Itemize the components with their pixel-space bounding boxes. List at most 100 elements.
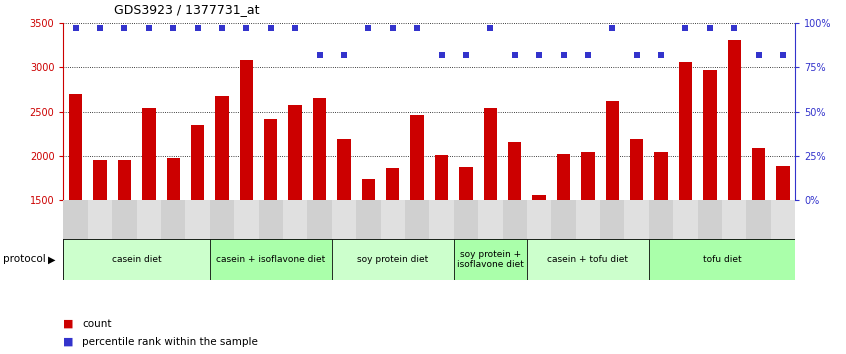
Bar [259,200,283,262]
Bar [673,200,698,262]
Bar [698,200,722,262]
Text: ▶: ▶ [48,254,56,264]
Bar [259,200,283,202]
Text: tofu diet: tofu diet [703,255,741,264]
Bar [722,200,746,202]
Bar [161,200,185,262]
Bar [63,239,210,280]
Bar [210,200,234,262]
Text: count: count [82,319,112,329]
Bar [63,200,88,262]
Bar [459,167,473,200]
Text: protocol: protocol [3,254,46,264]
Bar [234,200,259,202]
Bar [429,200,453,202]
Bar [746,200,771,262]
Bar [386,168,399,200]
Bar [69,94,82,200]
Bar [746,200,771,202]
Bar [167,159,180,200]
Bar [381,200,405,202]
Bar [606,101,619,200]
Bar [405,200,429,262]
Bar [777,166,790,200]
Bar [575,200,600,262]
Bar [136,200,161,202]
Bar [113,200,136,202]
Bar [288,105,302,200]
Bar [88,200,113,262]
Bar [771,200,795,262]
Bar [332,200,356,202]
Text: soy protein +
isoflavone diet: soy protein + isoflavone diet [457,250,524,269]
Bar [161,200,185,202]
Bar [698,200,722,202]
Bar [503,200,527,262]
Bar [654,152,667,200]
Bar [752,148,766,200]
Bar [552,200,575,202]
Bar [113,200,136,262]
Bar [283,200,307,262]
Bar [332,239,453,280]
Bar [307,200,332,262]
Bar [527,200,552,202]
Bar [93,160,107,200]
Bar [527,200,552,262]
Bar [453,200,478,202]
Bar [703,70,717,200]
Bar [191,125,205,200]
Bar [575,200,600,202]
Bar [118,160,131,200]
Bar [503,200,527,202]
Bar [410,115,424,200]
Bar [581,152,595,200]
Bar [678,62,692,200]
Bar [478,200,503,262]
Bar [405,200,429,202]
Bar [338,139,351,200]
Bar [185,200,210,202]
Bar [239,60,253,200]
Bar [381,200,405,262]
Text: soy protein diet: soy protein diet [357,255,428,264]
Text: casein + tofu diet: casein + tofu diet [547,255,629,264]
Text: casein diet: casein diet [112,255,162,264]
Bar [673,200,698,202]
Bar [356,200,381,202]
Bar [557,154,570,200]
Bar [532,195,546,200]
Bar [527,239,649,280]
Bar [210,200,234,202]
Bar [478,200,503,202]
Bar [600,200,624,262]
Bar [630,139,644,200]
Bar [484,108,497,200]
Bar [435,155,448,200]
Bar [722,200,746,262]
Bar [234,200,259,262]
Bar [649,239,795,280]
Bar [356,200,381,262]
Bar [215,96,228,200]
Bar [63,200,88,202]
Bar [88,200,113,202]
Bar [185,200,210,262]
Bar [649,200,673,202]
Text: casein + isoflavone diet: casein + isoflavone diet [217,255,326,264]
Text: GDS3923 / 1377731_at: GDS3923 / 1377731_at [114,3,260,16]
Bar [508,142,521,200]
Bar [361,179,375,200]
Bar [728,40,741,200]
Bar [313,98,327,200]
Text: percentile rank within the sample: percentile rank within the sample [82,337,258,347]
Bar [429,200,453,262]
Bar [283,200,307,202]
Bar [142,108,156,200]
Text: ■: ■ [63,319,74,329]
Text: ■: ■ [63,337,74,347]
Bar [771,200,795,202]
Bar [624,200,649,202]
Bar [600,200,624,202]
Bar [307,200,332,202]
